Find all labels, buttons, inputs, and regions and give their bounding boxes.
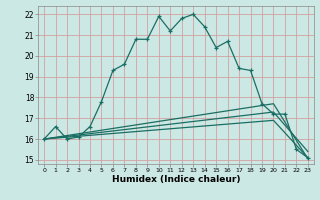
X-axis label: Humidex (Indice chaleur): Humidex (Indice chaleur) xyxy=(112,175,240,184)
